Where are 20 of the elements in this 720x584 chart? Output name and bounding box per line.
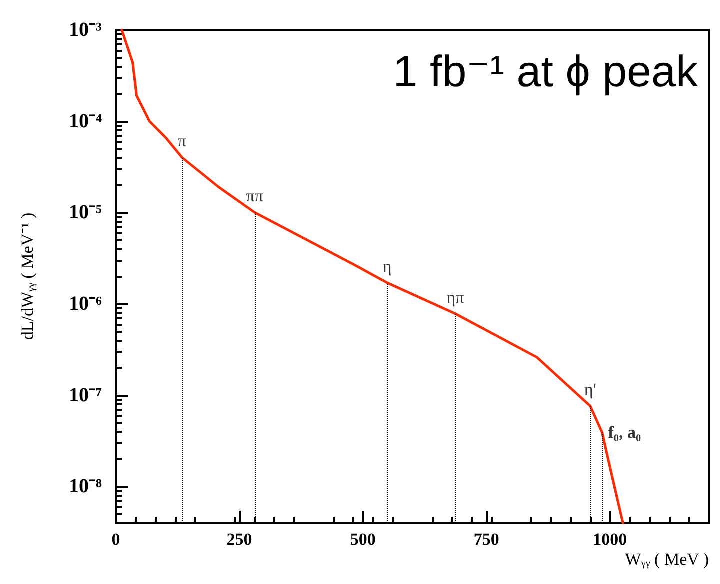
x-tick-label: 750	[474, 530, 500, 549]
x-axis-title: Wᵧᵧ ( MeV )	[625, 550, 709, 569]
x-tick-label: 500	[350, 530, 376, 549]
x-tick-label: 250	[226, 530, 252, 549]
y-tick-label: 10⁻⁸	[69, 476, 102, 498]
y-axis-title: dL/dWᵧᵧ ( MeV⁻¹ )	[18, 212, 37, 340]
x-tick-label: 1000	[593, 530, 628, 549]
annotation: f₀, a₀	[608, 423, 642, 442]
annotation: π	[178, 132, 187, 151]
annotation: η	[382, 256, 392, 276]
annotation: 1 fb⁻¹ at ϕ peak	[393, 48, 699, 96]
annotation: ππ	[246, 186, 264, 206]
y-tick-label: 10⁻⁵	[69, 202, 102, 224]
x-tick-label: 0	[112, 530, 120, 549]
y-tick-label: 10⁻³	[69, 19, 102, 41]
y-tick-label: 10⁻⁴	[69, 110, 102, 132]
annotation: ηπ	[446, 288, 465, 307]
y-tick-label: 10⁻⁷	[69, 384, 102, 406]
y-tick-label: 10⁻⁶	[69, 292, 102, 315]
annotation: η'	[584, 380, 596, 400]
